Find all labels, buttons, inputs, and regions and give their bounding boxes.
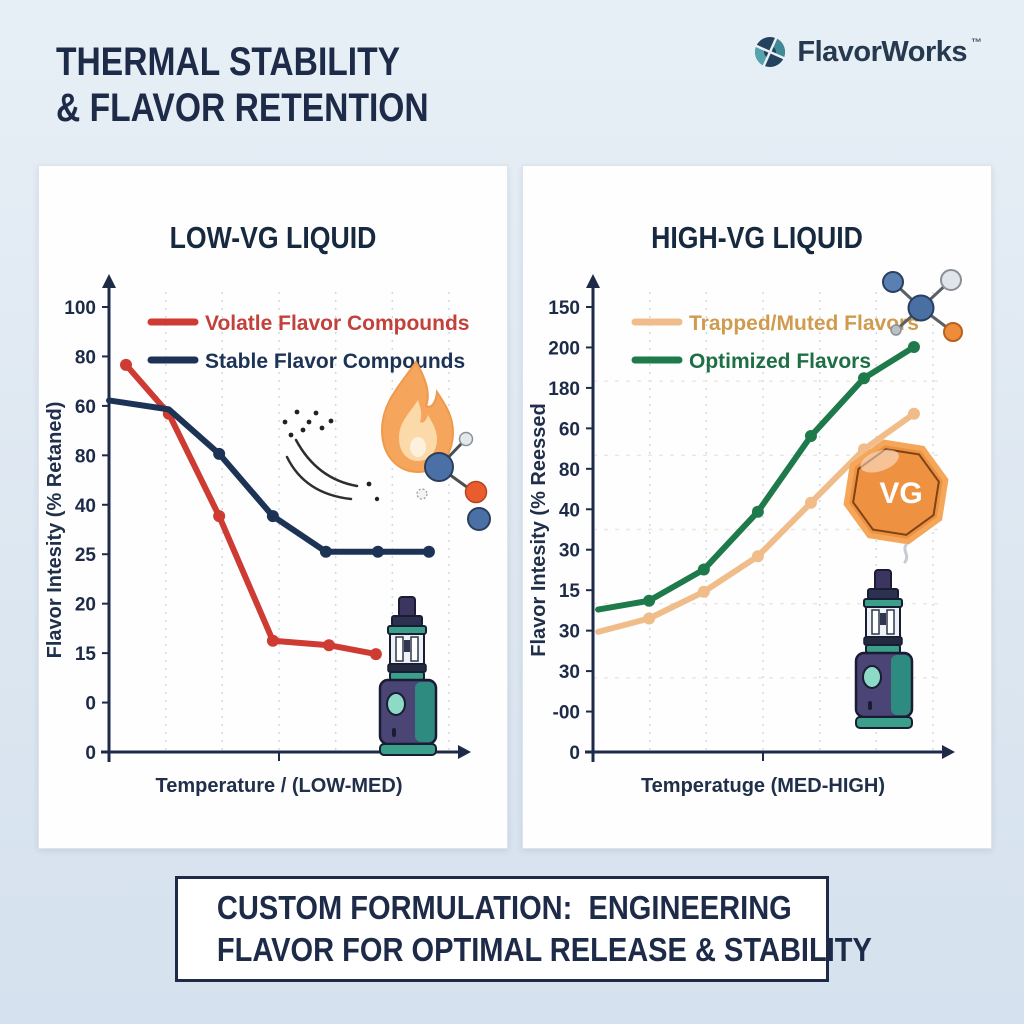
steam-wisp-icon xyxy=(903,543,909,564)
legend-label-volatile: Volatle Flavor Compounds xyxy=(205,312,469,335)
page-title-line1: THERMAL STABILITY xyxy=(56,40,401,84)
x-axis-title: Temperature / (LOW-MED) xyxy=(155,775,402,797)
brand-name: FlavorWorks xyxy=(797,35,967,68)
svg-text:30: 30 xyxy=(559,622,580,643)
legend-label-trapped: Trapped/Muted Flavors xyxy=(689,312,919,335)
vape-device-icon xyxy=(854,568,914,730)
svg-text:80: 80 xyxy=(75,446,96,467)
svg-text:40: 40 xyxy=(559,500,580,521)
vg-badge: VG xyxy=(843,439,949,545)
svg-text:20: 20 xyxy=(75,595,96,616)
svg-text:0: 0 xyxy=(569,743,580,764)
series-lines xyxy=(595,341,920,635)
y-tick-labels: 100 80 60 80 40 25 20 15 0 0 xyxy=(64,298,109,764)
svg-text:15: 15 xyxy=(559,581,581,602)
y-axis-title: Flavor Intesity (% Retaned) xyxy=(44,402,66,659)
low-vg-panel: LOW-VG LIQUID 100 80 60 80 40 25 20 15 0 0 Flavor… xyxy=(38,165,508,849)
svg-text:150: 150 xyxy=(548,298,580,319)
legend-label-stable: Stable Flavor Compounds xyxy=(205,350,465,373)
svg-text:80: 80 xyxy=(559,460,580,481)
page-title: THERMAL STABILITY & FLAVOR RETENTION xyxy=(56,40,429,131)
y-axis-title: Flavor Intesity (% Reessed xyxy=(528,403,550,656)
low-vg-chart: 100 80 60 80 40 25 20 15 0 0 Flavor Intesity (% R… xyxy=(44,274,491,797)
page-title-line2: & FLAVOR RETENTION xyxy=(56,85,429,130)
svg-text:60: 60 xyxy=(559,419,580,440)
svg-text:30: 30 xyxy=(559,662,580,683)
legend: Volatle Flavor Compounds Stable Flavor C… xyxy=(147,312,469,373)
svg-text:40: 40 xyxy=(75,496,96,517)
molecule-icon xyxy=(882,269,963,342)
vg-badge-label: VG xyxy=(879,477,922,510)
y-tick-labels: 150 200 180 60 80 40 30 15 30 30 -00 0 xyxy=(548,298,593,764)
molecule-icon xyxy=(416,431,491,531)
legend-label-optimized: Optimized Flavors xyxy=(689,350,871,373)
legend: Trapped/Muted Flavors Optimized Flavors xyxy=(631,312,919,373)
footer-banner: CUSTOM FORMULATION: ENGINEERING FLAVOR F… xyxy=(175,876,872,982)
evaporation-swoosh-icon xyxy=(282,409,380,502)
flame-icon xyxy=(380,360,455,474)
trademark-symbol: ™ xyxy=(971,37,982,49)
high-vg-chart: 150 200 180 60 80 40 30 15 30 30 -00 0 Flavor Intes… xyxy=(528,269,963,797)
x-axis-title: Temperatuge (MED-HIGH) xyxy=(641,775,885,797)
vape-device-icon xyxy=(378,595,438,757)
svg-text:0: 0 xyxy=(85,694,96,715)
series-lines xyxy=(106,358,435,661)
footer-line1: CUSTOM FORMULATION: ENGINEERING xyxy=(216,888,792,926)
svg-text:-00: -00 xyxy=(553,703,580,724)
svg-text:180: 180 xyxy=(548,379,580,400)
svg-text:0: 0 xyxy=(85,743,96,764)
flavorworks-logo-icon xyxy=(755,36,786,68)
high-vg-panel-title: HIGH-VG LIQUID xyxy=(651,220,863,255)
svg-text:15: 15 xyxy=(75,644,97,665)
svg-text:30: 30 xyxy=(559,541,580,562)
svg-text:60: 60 xyxy=(75,397,96,418)
svg-text:200: 200 xyxy=(548,338,580,359)
svg-text:100: 100 xyxy=(64,298,96,319)
svg-text:80: 80 xyxy=(75,347,96,368)
high-vg-panel: HIGH-VG LIQUID 150 200 180 60 80 40 30 15 30 30 -0… xyxy=(522,165,992,849)
footer-line2: FLAVOR FOR OPTIMAL RELEASE & STABILITY xyxy=(216,931,872,968)
axes xyxy=(585,274,955,762)
svg-text:25: 25 xyxy=(75,545,97,566)
brand-logo: FlavorWorks ™ xyxy=(752,34,982,70)
low-vg-panel-title: LOW-VG LIQUID xyxy=(169,220,377,255)
